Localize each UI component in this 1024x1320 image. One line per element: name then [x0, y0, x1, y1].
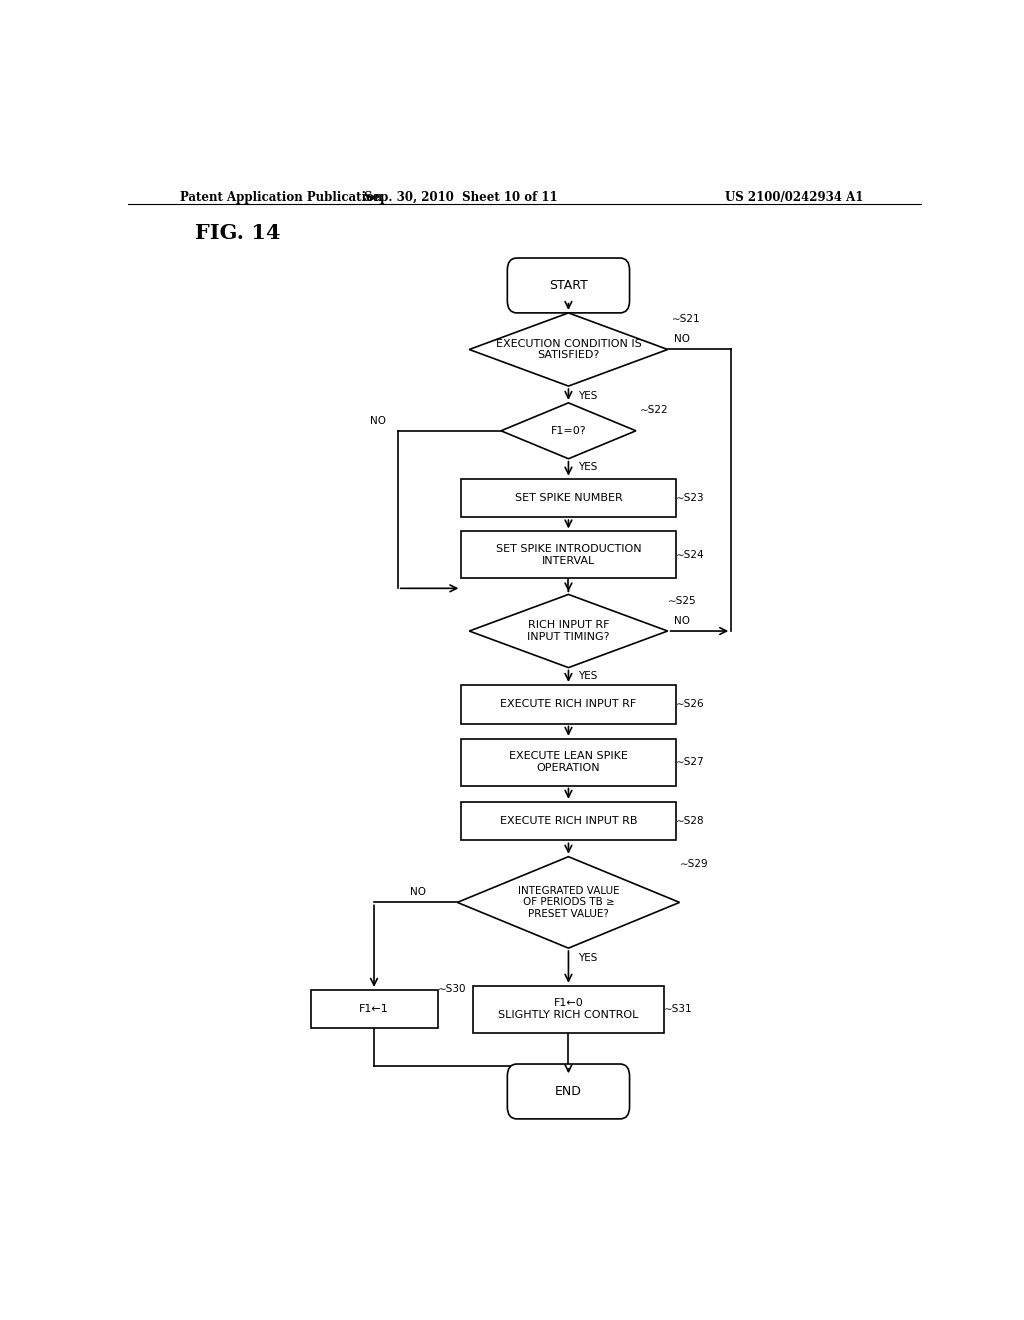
Text: NO: NO — [674, 334, 690, 345]
Text: YES: YES — [578, 391, 597, 401]
Bar — [462, 739, 676, 785]
Polygon shape — [501, 403, 636, 459]
Text: ∼S23: ∼S23 — [676, 492, 705, 503]
Text: ∼S31: ∼S31 — [664, 1005, 692, 1014]
Text: US 2100/0242934 A1: US 2100/0242934 A1 — [725, 191, 864, 203]
Text: ∼S26: ∼S26 — [676, 700, 705, 709]
Polygon shape — [469, 594, 668, 668]
Text: START: START — [549, 279, 588, 292]
Text: EXECUTE LEAN SPIKE
OPERATION: EXECUTE LEAN SPIKE OPERATION — [509, 751, 628, 774]
Text: EXECUTE RICH INPUT RB: EXECUTE RICH INPUT RB — [500, 816, 637, 826]
FancyBboxPatch shape — [507, 1064, 630, 1119]
Text: ∼S24: ∼S24 — [676, 550, 705, 560]
Text: ∼S27: ∼S27 — [676, 758, 705, 767]
Text: ∼S25: ∼S25 — [668, 595, 696, 606]
Text: SET SPIKE INTRODUCTION
INTERVAL: SET SPIKE INTRODUCTION INTERVAL — [496, 544, 641, 565]
Text: EXECUTION CONDITION IS
SATISFIED?: EXECUTION CONDITION IS SATISFIED? — [496, 339, 641, 360]
Text: Patent Application Publication: Patent Application Publication — [179, 191, 382, 203]
Text: Sep. 30, 2010  Sheet 10 of 11: Sep. 30, 2010 Sheet 10 of 11 — [365, 191, 558, 203]
Text: INTEGRATED VALUE
OF PERIODS TB ≥
PRESET VALUE?: INTEGRATED VALUE OF PERIODS TB ≥ PRESET … — [518, 886, 620, 919]
Text: NO: NO — [674, 616, 690, 626]
Text: RICH INPUT RF
INPUT TIMING?: RICH INPUT RF INPUT TIMING? — [527, 620, 609, 642]
Bar — [462, 801, 676, 841]
Text: END: END — [555, 1085, 582, 1098]
FancyBboxPatch shape — [507, 257, 630, 313]
Text: YES: YES — [578, 462, 597, 471]
Text: F1=0?: F1=0? — [551, 426, 587, 436]
Text: EXECUTE RICH INPUT RF: EXECUTE RICH INPUT RF — [501, 700, 637, 709]
Text: NO: NO — [370, 416, 386, 425]
Polygon shape — [469, 313, 668, 385]
Polygon shape — [458, 857, 680, 948]
Text: YES: YES — [578, 953, 597, 964]
Bar — [462, 532, 676, 578]
Bar — [473, 986, 664, 1032]
Text: ∼S28: ∼S28 — [676, 816, 705, 826]
Text: NO: NO — [410, 887, 426, 898]
Text: SET SPIKE NUMBER: SET SPIKE NUMBER — [515, 492, 623, 503]
Text: ∼S30: ∼S30 — [437, 983, 466, 994]
Bar — [462, 685, 676, 723]
Text: ∼S29: ∼S29 — [680, 859, 709, 869]
Text: YES: YES — [578, 671, 597, 681]
Text: F1←0
SLIGHTLY RICH CONTROL: F1←0 SLIGHTLY RICH CONTROL — [499, 998, 639, 1020]
Bar — [462, 479, 676, 517]
Bar — [310, 990, 437, 1028]
Text: F1←1: F1←1 — [359, 1005, 389, 1014]
Text: FIG. 14: FIG. 14 — [196, 223, 281, 243]
Text: ∼S21: ∼S21 — [672, 314, 700, 323]
Text: ∼S22: ∼S22 — [640, 405, 669, 416]
